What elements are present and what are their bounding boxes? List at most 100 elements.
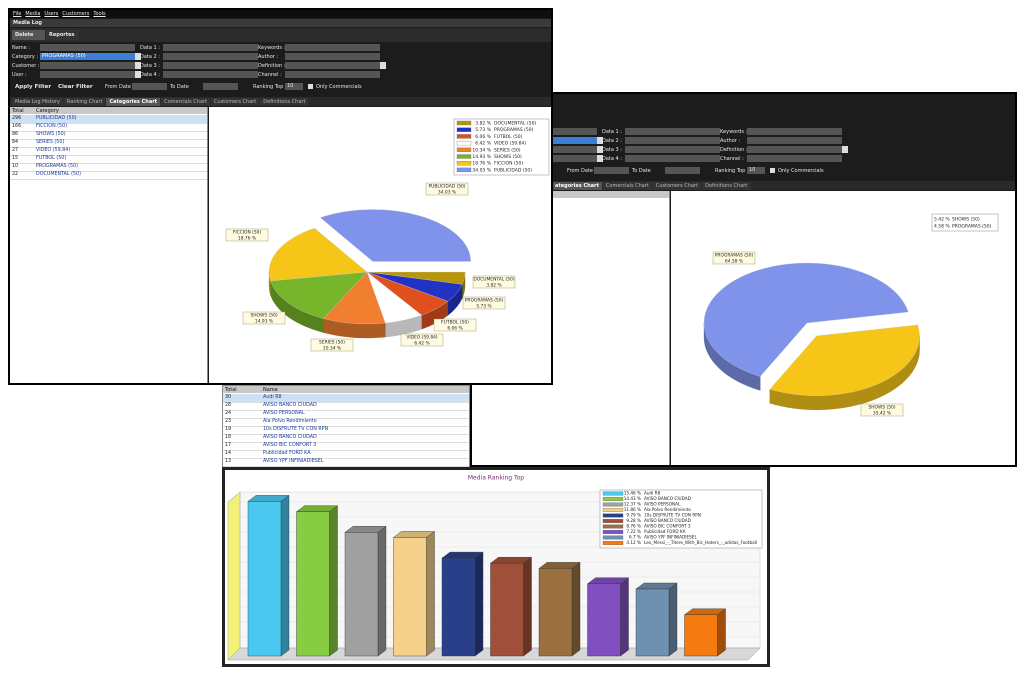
field-input[interactable]: PROGRAMAS (50) (40, 53, 135, 60)
field-input[interactable] (285, 62, 380, 69)
pie-slice (270, 271, 368, 319)
window-title: Media Log (13, 20, 42, 26)
field-input[interactable] (163, 62, 258, 69)
bar (344, 532, 379, 657)
date-input[interactable] (203, 83, 238, 90)
callout-name: SERIES (50) (319, 340, 345, 346)
tab[interactable]: Customers Chart (652, 182, 702, 190)
table-row[interactable] (10, 123, 207, 132)
table-row[interactable] (223, 418, 469, 427)
table-row[interactable] (223, 434, 469, 443)
menu-item[interactable]: File (13, 11, 22, 17)
field-input[interactable] (40, 62, 135, 69)
table-row[interactable] (223, 410, 469, 419)
field-label: Data 2 : (602, 138, 622, 144)
field-input[interactable] (163, 53, 258, 60)
table-row[interactable] (10, 155, 207, 164)
date-input[interactable] (665, 167, 700, 174)
bar-side (377, 525, 387, 657)
chart-title: Media Ranking Top (468, 475, 524, 482)
tab[interactable]: Definitions Chart (702, 182, 751, 190)
callout-name: FICCION (50) (233, 230, 262, 236)
field-input[interactable] (747, 128, 842, 135)
tab[interactable]: ategories Chart (552, 182, 602, 190)
table-row[interactable] (223, 402, 469, 411)
field-input[interactable] (625, 137, 720, 144)
ranking-input[interactable]: 10 (747, 167, 765, 174)
bar-side (329, 505, 338, 657)
field-input[interactable] (40, 44, 135, 51)
table-row[interactable] (223, 450, 469, 459)
tab[interactable]: Definitions Chart (260, 98, 309, 106)
field-label: Author : (720, 138, 741, 144)
tab[interactable]: Comercials Chart (161, 98, 211, 106)
table-row[interactable] (223, 442, 469, 451)
field-input[interactable] (285, 71, 380, 78)
toolbar-button[interactable]: Reportes (46, 30, 79, 40)
menu-item[interactable]: Media (25, 11, 41, 17)
tab[interactable]: Media Log History (12, 98, 63, 106)
menu-item[interactable]: Users (44, 11, 59, 17)
tab[interactable]: Customers Chart (211, 98, 260, 106)
callout-name: PROGRAMAS (50) (715, 253, 754, 259)
field-label: Author : (258, 54, 279, 60)
field-label: Data 3 : (140, 63, 160, 69)
menu-item[interactable]: Customers (62, 11, 90, 17)
slice-callout (462, 296, 506, 310)
commercials-checkbox[interactable] (770, 168, 775, 173)
table-cell: AVISO YPF INFINIADIESEL (263, 459, 324, 464)
field-label: Data 4 : (602, 156, 622, 162)
menu-item[interactable]: Tools (93, 11, 106, 17)
table-row[interactable] (10, 171, 207, 180)
legend-name: 10s DISFRUTE TV CON RPN (644, 513, 701, 518)
legend-value: 9.28 % (626, 518, 641, 523)
table-row[interactable] (10, 163, 207, 172)
table-row[interactable] (223, 426, 469, 435)
legend-swatch (456, 140, 472, 146)
field-input[interactable] (163, 44, 258, 51)
field-input[interactable] (285, 44, 380, 51)
field-input[interactable] (625, 146, 720, 153)
slice-callout (310, 338, 354, 352)
tab[interactable]: Ranking Chart (63, 98, 106, 106)
field-input[interactable] (625, 128, 720, 135)
field-input[interactable] (747, 137, 842, 144)
field-input[interactable] (285, 53, 380, 60)
table-row[interactable] (223, 394, 469, 403)
field-input[interactable] (625, 155, 720, 162)
field-input[interactable] (747, 146, 842, 153)
table-row[interactable] (10, 115, 207, 124)
filter-apply[interactable]: Apply Filter (15, 84, 52, 90)
filter-clear[interactable]: Clear Filter (58, 84, 93, 90)
ranking-input[interactable]: 10 (285, 83, 303, 90)
slice-callout (400, 333, 444, 347)
toolbar-button[interactable]: Delete (12, 30, 45, 40)
callout-value: 18.76 % (238, 235, 256, 241)
field-input[interactable] (747, 155, 842, 162)
callout-value: 35.42 % (873, 410, 891, 416)
table-cell: 84 (12, 140, 19, 145)
table-row[interactable] (10, 147, 207, 156)
filter-to: To Date (632, 168, 651, 174)
table-row[interactable] (223, 458, 469, 467)
commercials-checkbox[interactable] (308, 84, 313, 89)
tab[interactable]: Comercials Chart (602, 182, 652, 190)
bar-side (474, 551, 484, 657)
legend-swatch (456, 167, 472, 173)
table-row[interactable] (10, 131, 207, 140)
callout-name: DOCUMENTAL (50) (473, 277, 514, 283)
date-input[interactable] (132, 83, 167, 90)
field-input[interactable] (40, 71, 135, 78)
field-label: Data 4 : (140, 72, 160, 78)
legend-swatch (602, 535, 624, 540)
table-row[interactable] (10, 139, 207, 148)
menu-bar: File Media Users Customers Tools (10, 10, 551, 18)
legend-value: 6.06 % (475, 134, 491, 140)
field-input[interactable] (163, 71, 258, 78)
tab[interactable]: Categories Chart (106, 98, 161, 106)
date-input[interactable] (594, 167, 629, 174)
legend-name: AVISO BANCO CIUDAD (644, 518, 691, 523)
toolbar (10, 28, 551, 42)
bar (684, 614, 718, 657)
